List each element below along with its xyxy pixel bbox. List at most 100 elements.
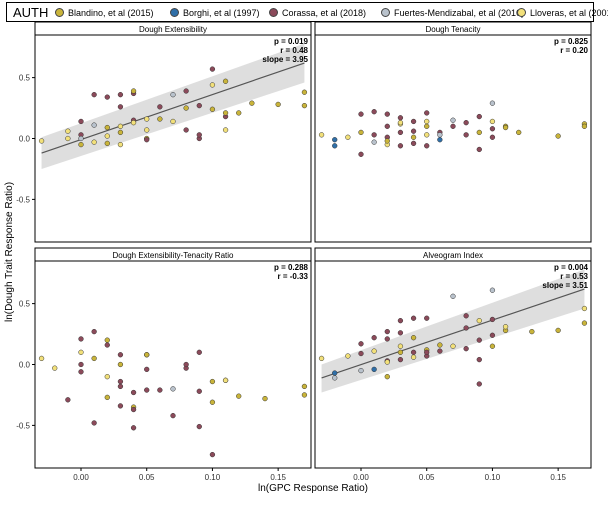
data-point [424, 118, 430, 125]
data-point [397, 143, 404, 149]
data-point [502, 324, 509, 330]
data-point [332, 137, 338, 143]
data-point [65, 397, 71, 403]
data-point [410, 118, 417, 125]
data-point [301, 392, 308, 398]
data-point [529, 328, 535, 335]
data-point [104, 140, 110, 147]
data-point [555, 133, 561, 139]
data-point [397, 330, 404, 336]
data-point [196, 423, 202, 430]
data-point [410, 140, 417, 147]
legend-swatch [381, 8, 390, 17]
data-point [91, 420, 97, 426]
x-tick-label: 0.05 [139, 473, 155, 482]
data-point [144, 366, 150, 373]
data-point [371, 366, 377, 373]
y-tick-label: 0.5 [19, 300, 31, 309]
data-point [144, 116, 150, 122]
data-point [358, 129, 364, 136]
data-point [117, 383, 124, 390]
data-point [183, 127, 189, 133]
data-point [516, 129, 522, 136]
y-tick-label: 0.0 [19, 361, 31, 370]
panel-frame [314, 34, 592, 243]
panel-frame [34, 260, 312, 469]
data-point [78, 118, 84, 125]
data-point [78, 336, 84, 342]
data-point [397, 343, 404, 349]
data-point [384, 359, 390, 365]
data-point [410, 128, 417, 134]
data-point [144, 127, 150, 133]
data-point [384, 138, 390, 144]
stat-label: p = 0.825 [554, 37, 589, 46]
data-point [437, 348, 443, 354]
data-point [371, 109, 377, 115]
x-tick-label: 0.00 [73, 473, 89, 482]
y-tick-label: 0.5 [19, 74, 31, 83]
data-point [130, 406, 137, 413]
data-point [117, 403, 124, 409]
data-point [117, 352, 124, 358]
data-point [424, 132, 430, 138]
data-point [222, 78, 229, 84]
data-point [209, 82, 216, 88]
data-point [410, 354, 417, 360]
data-point [555, 327, 561, 334]
data-point [463, 120, 469, 126]
legend-item-fuertes: Fuertes-Mendizabal, et al (2010) [381, 8, 524, 18]
data-point [424, 123, 430, 129]
x-tick-label: 0.15 [550, 473, 566, 482]
y-tick-label: -0.5 [16, 195, 30, 204]
data-point [38, 138, 45, 144]
data-point [104, 342, 110, 348]
data-point [65, 135, 71, 142]
data-point [489, 343, 496, 349]
data-point [476, 318, 482, 324]
data-point [91, 328, 97, 335]
data-point [301, 102, 308, 109]
data-point [78, 349, 84, 355]
data-point [117, 92, 124, 98]
data-point [104, 337, 110, 343]
stat-label: slope = 3.95 [262, 55, 308, 64]
data-point [371, 348, 377, 354]
data-point [144, 387, 150, 393]
data-point [275, 101, 281, 108]
data-point [209, 399, 216, 405]
legend-label: Fuertes-Mendizabal, et al (2010) [394, 8, 525, 18]
data-point [130, 425, 137, 431]
data-point [38, 355, 45, 362]
data-point [476, 129, 482, 136]
data-point [117, 141, 124, 148]
data-point [384, 123, 390, 129]
data-point [170, 412, 176, 419]
data-point [117, 361, 124, 368]
data-point [332, 143, 338, 149]
data-point [358, 350, 364, 357]
data-point [463, 325, 469, 331]
stat-label: slope = 3.51 [542, 281, 588, 290]
data-point [104, 94, 110, 100]
data-point [437, 137, 443, 143]
data-point [183, 88, 189, 94]
data-point [91, 122, 97, 128]
data-point [424, 349, 430, 355]
data-point [410, 315, 417, 321]
data-point [117, 123, 124, 129]
data-point [104, 133, 110, 139]
panel-title: Dough Extensibility [139, 25, 207, 34]
data-point [450, 123, 456, 129]
stat-label: p = 0.019 [274, 37, 309, 46]
data-point [463, 346, 469, 352]
data-point [318, 132, 325, 138]
data-point [397, 356, 404, 363]
data-point [78, 135, 84, 142]
data-point [358, 367, 364, 374]
data-point [91, 92, 97, 98]
data-point [397, 120, 404, 126]
data-point [130, 120, 137, 126]
data-point [104, 374, 110, 380]
